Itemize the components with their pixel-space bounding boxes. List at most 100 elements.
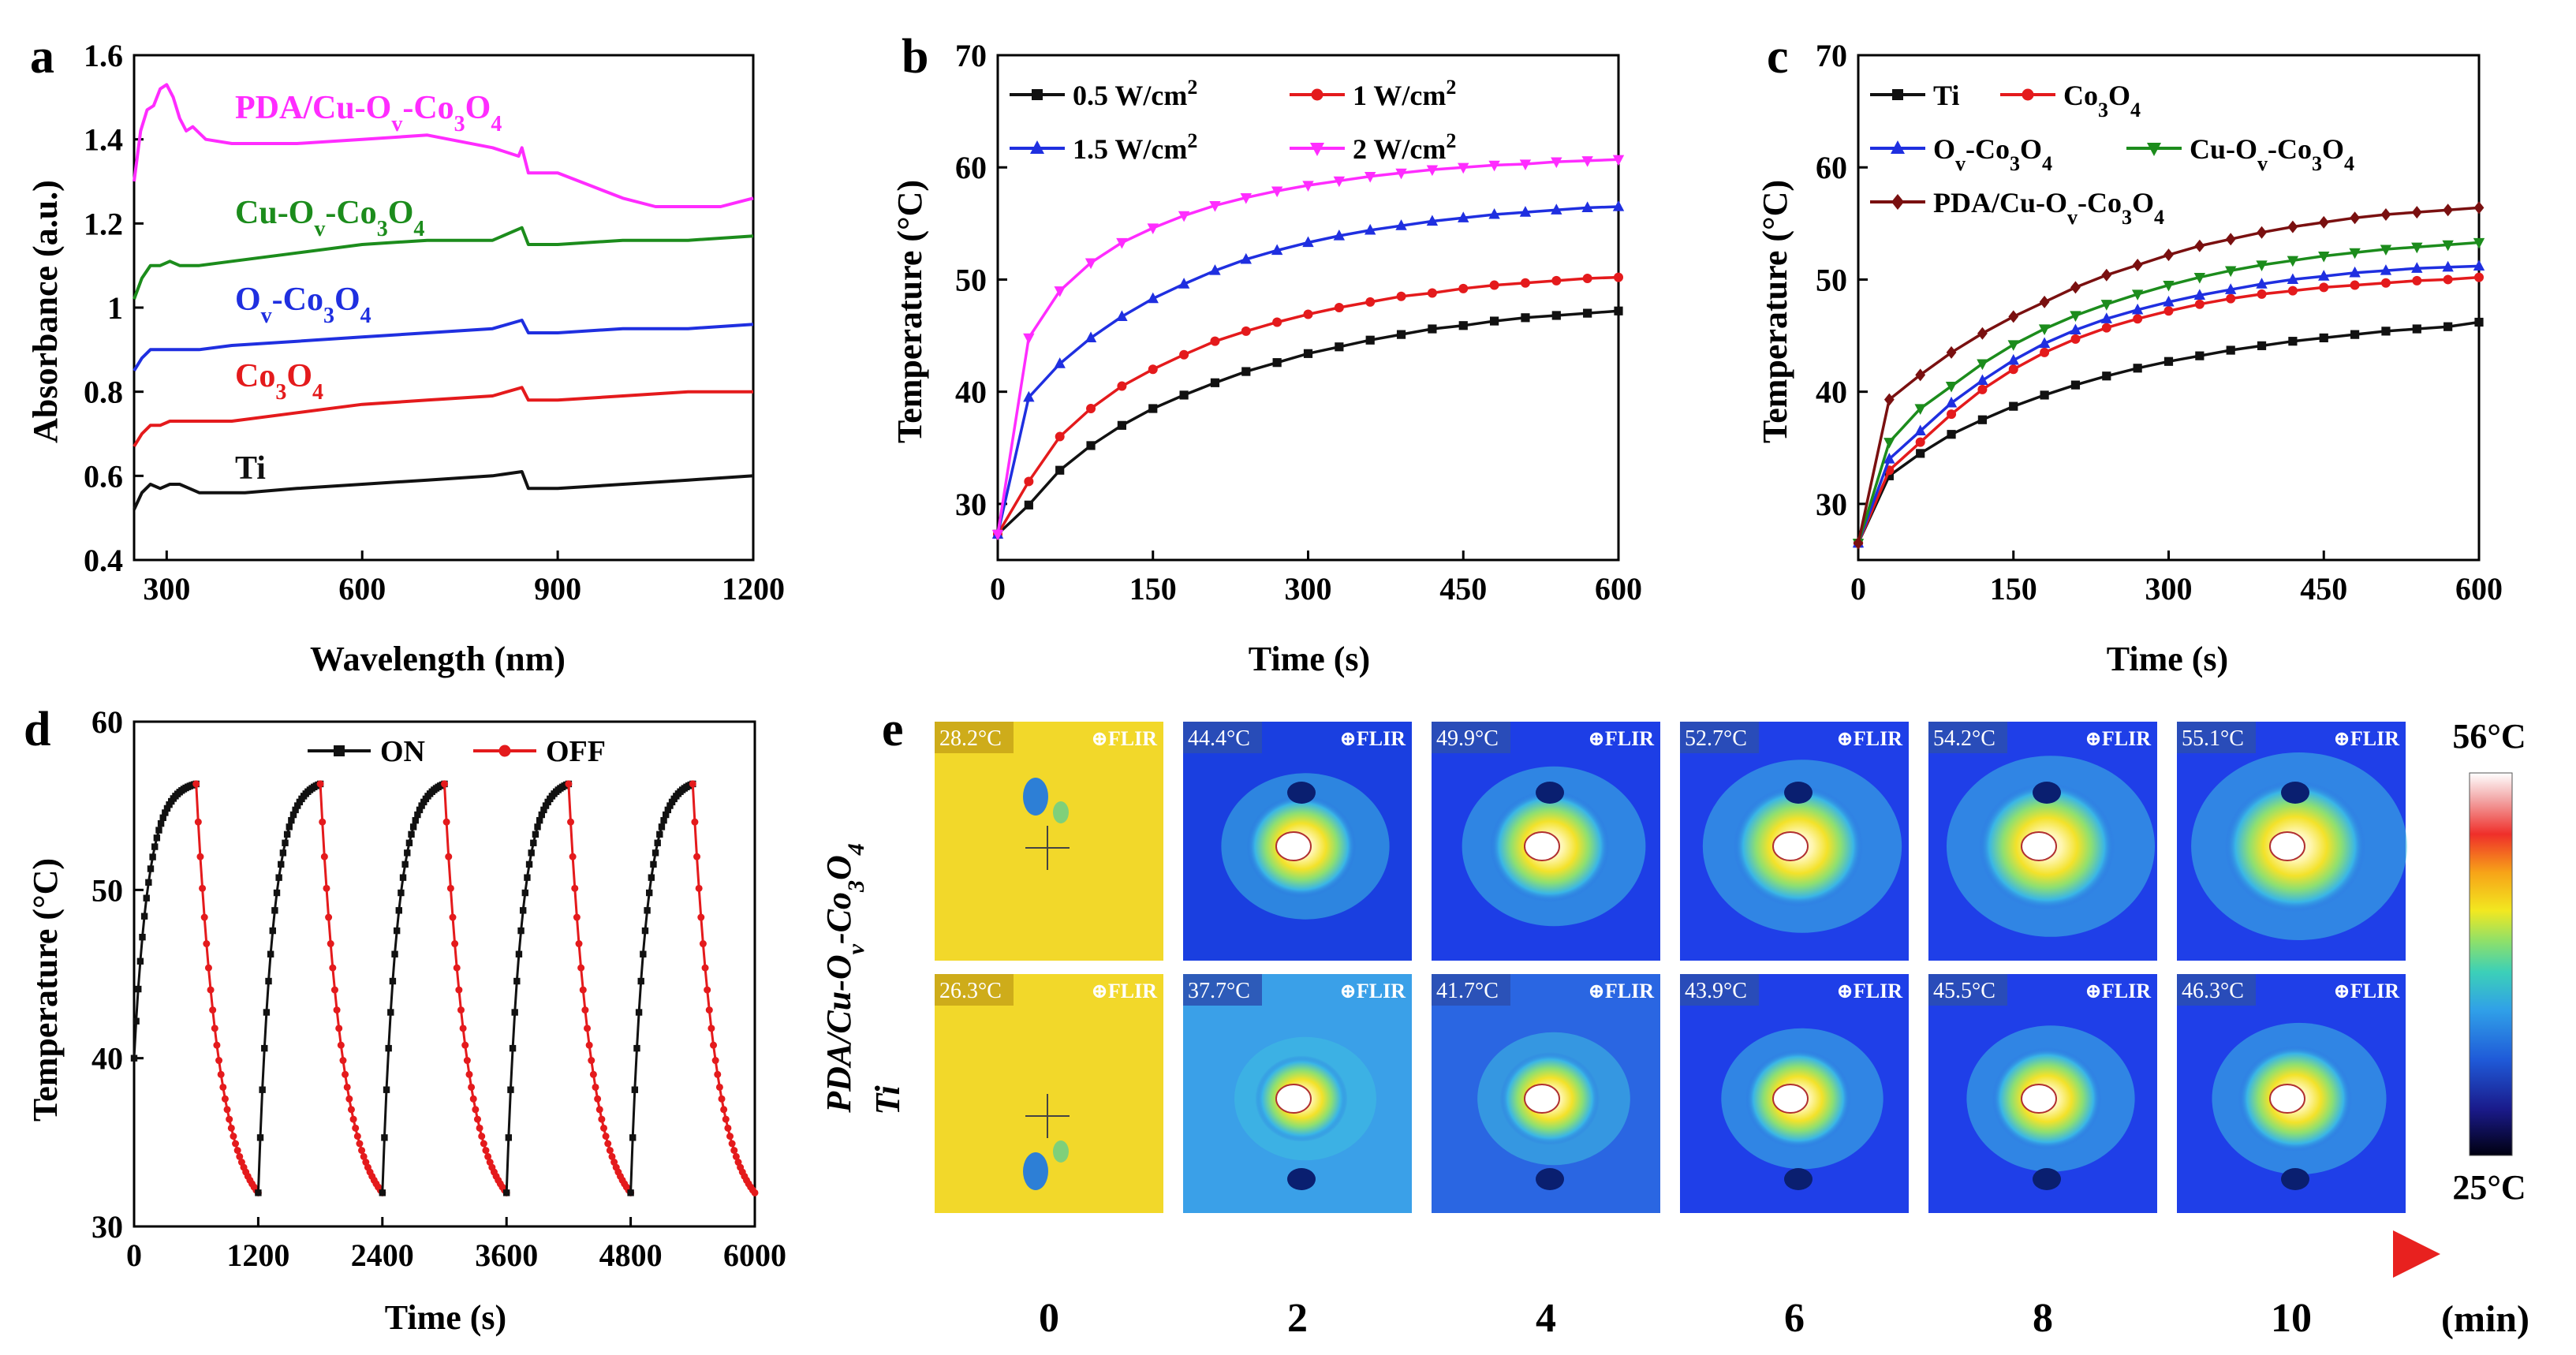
panel-b-series-1-w-cm2-point-3 bbox=[1086, 404, 1096, 413]
colorbar-min-label: 25°C bbox=[2452, 1168, 2526, 1207]
thermal-r1-t2: 44.4°C ⊕FLIR bbox=[1183, 722, 1412, 961]
panel-c-legend-co3o4-label: Co3O4 bbox=[2063, 80, 2141, 121]
panel-c-series-pda-cu-ov-co3o4-point-4 bbox=[1977, 327, 1988, 340]
thermal-r2-t6-temp-box bbox=[1680, 974, 1759, 1006]
panel-d-on-cycle-4-point-0 bbox=[503, 1189, 510, 1196]
panel-b-xlabel: Time (s) bbox=[1249, 640, 1370, 678]
panel-c-xtick-label-2: 300 bbox=[2145, 571, 2193, 607]
panel-d-on-cycle-3-point-16 bbox=[412, 816, 419, 824]
panel-c-series-pda-cu-ov-co3o4-point-10 bbox=[2163, 248, 2174, 262]
panel-b-series-2-w-cm2-point-16 bbox=[1488, 160, 1500, 172]
panel-d-off-cycle-5-point-9 bbox=[707, 1025, 715, 1032]
panel-d-off-cycle-5-point-5 bbox=[699, 940, 707, 948]
panel-b-series-1-5-w-cm2-point-7 bbox=[1209, 264, 1221, 275]
panel-c-series-ov-co3o4-point-18 bbox=[2411, 262, 2423, 273]
panel-d-on-cycle-1-point-3 bbox=[136, 957, 144, 965]
panel-d-on-cycle-1-point-16 bbox=[163, 804, 171, 812]
panel-c-series-co3o4-point-6 bbox=[2040, 347, 2050, 357]
panel-c-series-ov-co3o4-point-19 bbox=[2442, 260, 2454, 272]
panel-d-on-cycle-1-point-11 bbox=[153, 834, 161, 842]
panel-c-legend-pda-cu-ov-co3o4-label: PDA/Cu-Ov-Co3O4 bbox=[1933, 187, 2164, 229]
thermal-r1-t2-temp-box bbox=[1183, 722, 1262, 753]
panel-c-series-pda-cu-ov-co3o4-point-8 bbox=[2101, 268, 2112, 282]
panel-d-off-cycle-1-point-3 bbox=[199, 884, 207, 892]
panel-d-off-cycle-5-point-7 bbox=[704, 986, 711, 994]
panel-b-xtick-label-2: 300 bbox=[1285, 571, 1332, 607]
panel-b-xtick-label-4: 600 bbox=[1595, 571, 1642, 607]
panel-c-series-ti-point-13 bbox=[2257, 341, 2267, 350]
panel-d-on-cycle-4-point-9 bbox=[521, 889, 529, 897]
panel-d-legend-off-marker bbox=[498, 745, 511, 757]
legend-text-part: Co bbox=[2063, 80, 2098, 111]
panel-c-series-ti-point-16 bbox=[2350, 330, 2360, 339]
panel-b-series-2-w-cm2-point-13 bbox=[1395, 168, 1407, 180]
panel-d-off-cycle-1-point-17 bbox=[227, 1124, 235, 1132]
thermal-r1-t6-temp-box bbox=[1680, 722, 1759, 753]
panel-b-series-0-5-w-cm2-point-12 bbox=[1365, 335, 1375, 345]
panel-d-on-cycle-1-point-2 bbox=[135, 985, 142, 993]
panel-b-ylabel: Temperature (°C) bbox=[890, 180, 929, 443]
panel-a-ytick-label-6: 1.6 bbox=[84, 38, 123, 73]
panel-d-off-cycle-2-point-4 bbox=[325, 913, 333, 921]
legend-text-part: v bbox=[1955, 152, 1966, 175]
panel-c-series-ov-co3o4-point-15 bbox=[2318, 270, 2330, 281]
panel-d-off-cycle-2-point-11 bbox=[339, 1057, 347, 1065]
panel-letter-a: a bbox=[30, 30, 54, 84]
panel-b-series-1-w-cm2-point-11 bbox=[1334, 303, 1344, 312]
panel-letter-b: b bbox=[902, 30, 928, 84]
panel-c-legend-ov-co3o4-marker bbox=[1891, 140, 1905, 154]
panel-d-on-cycle-3-point-5 bbox=[389, 977, 397, 985]
panel-b-legend-0-5-w-cm2-label: 0.5 W/cm2 bbox=[1073, 76, 1197, 112]
panel-d-on-cycle-3-point-6 bbox=[391, 950, 398, 957]
thermal-r1-t4-temp-box bbox=[1432, 722, 1510, 753]
panel-b-xtick-label-1: 150 bbox=[1129, 571, 1177, 607]
panel-b-ytick-label-0: 30 bbox=[955, 487, 987, 522]
panel-d-ytick-label-1: 40 bbox=[91, 1041, 123, 1077]
panel-c-series-ov-co3o4-point-16 bbox=[2349, 266, 2361, 278]
panel-d-on-cycle-4-point-1 bbox=[505, 1134, 513, 1141]
panel-d-off-cycle-1-point-14 bbox=[221, 1095, 229, 1103]
panel-d-off-cycle-5-point-8 bbox=[705, 1006, 713, 1014]
panel-d-off-cycle-4-point-10 bbox=[585, 1041, 593, 1049]
panel-d-on-cycle-3-point-8 bbox=[395, 907, 402, 914]
panel-d-off-cycle-3-point-12 bbox=[465, 1070, 473, 1078]
panel-d-off-cycle-4-point-1 bbox=[567, 818, 575, 826]
thermal-r1-t6-shadow-spot bbox=[1784, 782, 1813, 804]
annotation-pda-cu-ov-co3o4: PDA/Cu-Ov-Co3O4 bbox=[235, 90, 502, 136]
panel-c-series-pda-cu-ov-co3o4-point-1 bbox=[1883, 393, 1895, 406]
thermal-r1-t2-hot-core bbox=[1275, 831, 1312, 861]
panel-c-series-cu-ov-co3o4-point-19 bbox=[2442, 240, 2454, 252]
panel-c-series-ov-co3o4-point-17 bbox=[2380, 264, 2392, 275]
panel-c-series-ti-point-4 bbox=[1977, 415, 1987, 424]
panel-letter-c: c bbox=[1767, 30, 1789, 84]
thermal-r1-t8-temp-box bbox=[1928, 722, 2007, 753]
panel-d-on-cycle-1-point-1 bbox=[133, 1017, 140, 1025]
panel-d-on-cycle-4-point-4 bbox=[511, 1009, 518, 1016]
panel-d-off-cycle-3-point-11 bbox=[463, 1057, 471, 1065]
panel-d-off-cycle-4-point-11 bbox=[588, 1057, 595, 1065]
thermal-r2-t8-shadow-spot bbox=[2033, 1168, 2061, 1190]
panel-b-series-0-5-w-cm2-point-13 bbox=[1396, 330, 1406, 339]
panel-d-on-cycle-4-point-7 bbox=[517, 927, 525, 935]
panel-d-on-cycle-3-line bbox=[381, 782, 446, 1193]
thermal-r1-t0-warm-spot bbox=[1053, 801, 1069, 823]
panel-c-xtick-label-4: 600 bbox=[2455, 571, 2503, 607]
panel-d-off-cycle-2-point-14 bbox=[345, 1095, 353, 1103]
panel-c: c 0 150 300 450 600 30 40 50 60 70 Time (s) Tempe… bbox=[1756, 30, 2503, 678]
thermal-r2-t6-temp-label: 43.9°C bbox=[1685, 979, 1747, 1003]
panel-d-off-cycle-1-point-2 bbox=[196, 853, 204, 860]
panel-c-series-ov-co3o4-point-11 bbox=[2193, 289, 2206, 300]
panel-d-on-cycle-4-point-2 bbox=[507, 1086, 514, 1093]
panel-b-ytick-label-4: 70 bbox=[955, 38, 987, 73]
panel-d-off-cycle-3-point-7 bbox=[455, 986, 463, 994]
panel-d-on-cycle-5-point-2 bbox=[631, 1086, 639, 1093]
panel-a-xtick-label-2: 900 bbox=[534, 571, 581, 607]
panel-c-series-pda-cu-ov-co3o4-point-11 bbox=[2194, 239, 2205, 252]
panel-d-off-cycle-4-point-15 bbox=[595, 1106, 603, 1114]
panel-d-on-cycle-5-point-13 bbox=[654, 839, 661, 846]
panel-c-series-cu-ov-co3o4-point-12 bbox=[2225, 266, 2237, 278]
panel-c-series-cu-ov-co3o4-point-13 bbox=[2256, 260, 2268, 271]
panel-b-series-0-5-w-cm2-point-10 bbox=[1303, 349, 1313, 358]
annotation-co3o4: Co3O4 bbox=[235, 358, 323, 405]
panel-d-off-cycle-3-point-21 bbox=[484, 1152, 492, 1160]
